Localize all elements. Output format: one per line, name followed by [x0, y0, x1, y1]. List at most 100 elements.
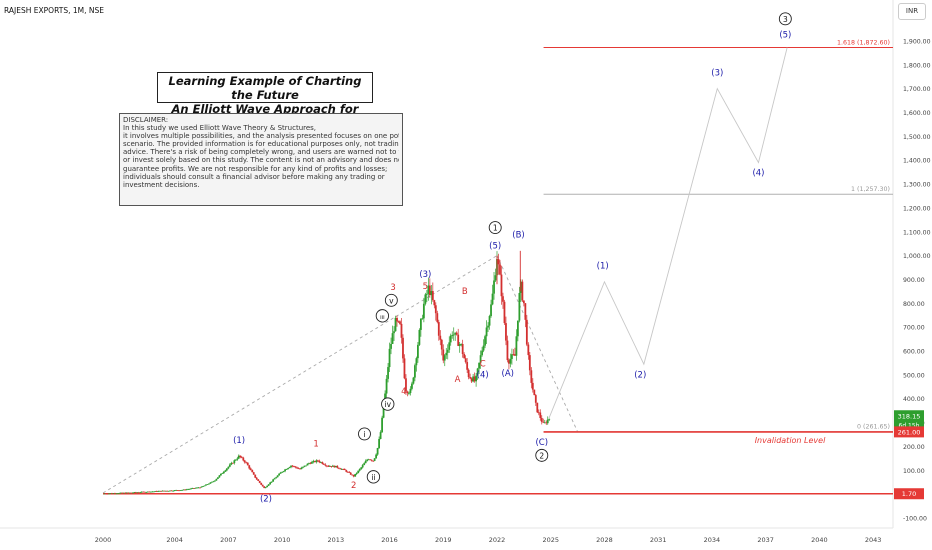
wave-label: (1) [597, 262, 609, 272]
wave-label: 1 [493, 224, 498, 233]
y-tick-label: 1,600.00 [903, 110, 931, 117]
candle-body [388, 348, 391, 368]
candle-body [199, 487, 201, 489]
candle-body [373, 458, 376, 461]
candle-body [506, 340, 509, 361]
candle-body [387, 367, 389, 379]
candle-body [114, 493, 116, 495]
candle-body [400, 323, 403, 338]
candle-body [325, 465, 328, 467]
candle-body [405, 378, 407, 392]
candle-body [217, 477, 219, 479]
candle-body [357, 470, 360, 474]
candle-body [300, 467, 303, 470]
candle-body [187, 489, 189, 490]
candle-body [399, 321, 401, 324]
candle-body [351, 474, 354, 476]
candle-body [327, 465, 330, 467]
candle-body [125, 492, 128, 494]
candle-body [382, 407, 385, 418]
candle-body [228, 464, 231, 467]
candle-body [242, 457, 245, 461]
candle-body [105, 493, 107, 495]
candle-body [396, 317, 398, 322]
candle-body [282, 471, 285, 472]
dashed-trendline [496, 255, 579, 432]
candle-body [340, 469, 343, 470]
y-tick-label: 1,200.00 [903, 205, 931, 212]
candle-body [458, 344, 461, 346]
candle-body [287, 468, 289, 470]
candle-body [381, 417, 383, 433]
disclaimer-line: advice. There's a risk of being complete… [123, 148, 399, 157]
candle-body [302, 466, 304, 468]
candle-body [439, 335, 442, 340]
candle-body [196, 487, 198, 489]
candle-body [309, 463, 312, 464]
candle-body [502, 296, 504, 302]
candle-body [369, 459, 372, 461]
currency-button[interactable]: INR [898, 3, 926, 20]
x-tick-label: 2010 [274, 536, 291, 544]
wave-label: (5) [779, 30, 791, 40]
candle-body [543, 422, 546, 424]
candle-body [524, 303, 527, 320]
candle-body [140, 491, 143, 493]
candle-body [469, 377, 472, 379]
candle-body [360, 467, 363, 469]
candle-body [239, 455, 242, 457]
candle-body [103, 493, 106, 495]
x-tick-label: 2028 [596, 536, 613, 544]
candle-body [152, 491, 155, 493]
candle-body [290, 465, 292, 468]
candle-body [254, 474, 257, 478]
candle-body [319, 462, 322, 463]
candle-body [131, 492, 134, 494]
candle-body [190, 488, 192, 490]
candle-body [430, 291, 433, 296]
candle-body [322, 463, 325, 465]
level-label: 1.618 (1,872.60) [837, 39, 890, 46]
wave-label: iv [384, 400, 391, 409]
candle-body [272, 479, 275, 482]
candle-body [500, 274, 503, 297]
candle-body [472, 376, 475, 382]
candle-body [155, 491, 158, 492]
candle-body [530, 370, 533, 383]
candle-body [205, 484, 207, 486]
wave-label: (3) [711, 69, 723, 79]
wave-label: 1 [313, 439, 318, 449]
candle-body [318, 460, 321, 463]
wave-label: B [462, 287, 468, 297]
candle-body [121, 492, 124, 494]
x-tick-label: 2016 [381, 536, 398, 544]
candle-body [497, 259, 500, 265]
candle-body [533, 389, 536, 396]
candle-body [273, 478, 276, 480]
candle-body [433, 300, 436, 306]
y-tick-label: 500.00 [903, 372, 925, 379]
wave-circle [381, 397, 395, 411]
candle-body [188, 488, 191, 490]
candle-body [482, 345, 485, 351]
candle-body [142, 491, 145, 493]
candle-body [537, 412, 540, 414]
candle-body [291, 465, 294, 467]
wave-label: (5) [489, 241, 501, 251]
candle-body [394, 317, 397, 332]
candle-body [516, 320, 519, 337]
candle-body [181, 489, 183, 491]
candle-body [120, 492, 122, 494]
candle-body [312, 461, 315, 462]
candle-body [202, 486, 204, 487]
wave-label: 3 [390, 283, 395, 293]
candle-body [176, 490, 179, 491]
candle-body [134, 492, 137, 493]
candle-body [269, 482, 272, 485]
invalidation-label: Invalidation Level [755, 436, 826, 445]
candle-body [175, 490, 178, 491]
candle-body [330, 466, 333, 467]
candle-body [534, 395, 537, 403]
candle-body [331, 465, 334, 467]
